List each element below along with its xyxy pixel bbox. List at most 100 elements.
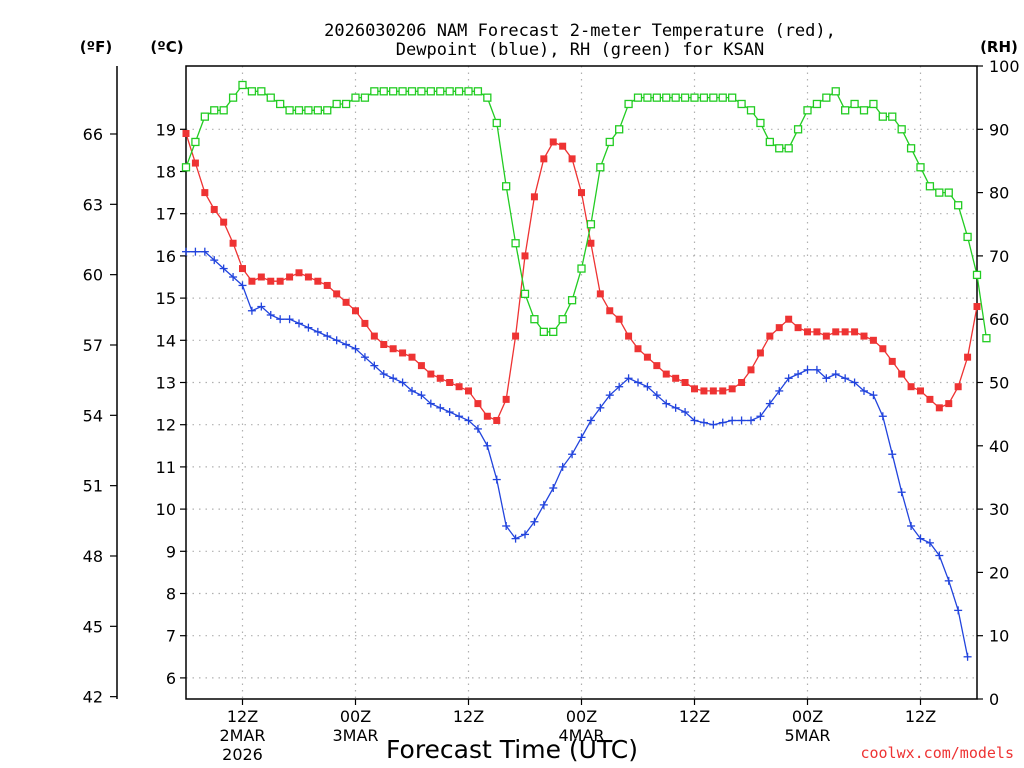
temperature-point bbox=[474, 400, 482, 408]
celsius-tick-label: 19 bbox=[156, 120, 176, 139]
dewpoint-point bbox=[285, 315, 294, 324]
temperature-point bbox=[455, 383, 463, 391]
dewpoint-point bbox=[888, 450, 897, 459]
temperature-point bbox=[625, 332, 633, 340]
rh-point bbox=[765, 137, 774, 147]
temperature-point bbox=[935, 404, 943, 412]
rh-point bbox=[680, 93, 690, 102]
temperature-point bbox=[841, 328, 849, 336]
dewpoint-point bbox=[925, 538, 934, 547]
temperature-point bbox=[436, 374, 444, 382]
temperature-point bbox=[917, 387, 924, 395]
rh-point bbox=[454, 87, 464, 96]
rh-point bbox=[181, 163, 191, 172]
dewpoint-point bbox=[417, 391, 426, 400]
rh-point bbox=[878, 112, 887, 121]
dewpoint-point bbox=[935, 551, 944, 560]
dewpoint-point bbox=[210, 256, 219, 265]
chart-title-line-1: 2026030206 NAM Forecast 2-meter Temperat… bbox=[324, 21, 836, 41]
temperature-point bbox=[304, 273, 312, 281]
dewpoint-point bbox=[690, 416, 699, 425]
temperature-point bbox=[596, 290, 604, 298]
rh-point bbox=[615, 125, 624, 134]
dewpoint-point bbox=[728, 416, 737, 425]
temperature-point bbox=[248, 277, 256, 285]
rh-point bbox=[916, 163, 925, 172]
temperature-point bbox=[766, 332, 774, 340]
rh-point bbox=[511, 239, 520, 248]
time-tick-label: 00Z bbox=[340, 707, 371, 726]
dewpoint-point bbox=[850, 378, 859, 387]
temperature-point bbox=[314, 277, 322, 285]
time-tick-date-label: 3MAR bbox=[332, 726, 378, 745]
temperature-point bbox=[879, 345, 887, 353]
celsius-tick-label: 17 bbox=[156, 205, 176, 224]
celsius-tick-label: 11 bbox=[156, 458, 176, 477]
rh-point bbox=[266, 93, 275, 102]
dewpoint-point bbox=[737, 416, 746, 425]
rh-point bbox=[389, 87, 398, 96]
dewpoint-point bbox=[897, 488, 906, 497]
dewpoint-point bbox=[379, 370, 388, 379]
dewpoint-point bbox=[342, 340, 351, 349]
temperature-point bbox=[333, 290, 341, 298]
temperature-point bbox=[898, 370, 906, 378]
temperature-point bbox=[851, 328, 859, 336]
rh-tick-label: 20 bbox=[989, 563, 1009, 582]
dewpoint-point bbox=[200, 247, 209, 256]
temperature-point bbox=[399, 349, 407, 357]
temperature-series bbox=[182, 130, 981, 424]
temperature-point bbox=[370, 332, 378, 340]
dewpoint-point bbox=[558, 462, 567, 471]
dewpoint-point bbox=[907, 521, 916, 530]
rh-point bbox=[567, 296, 577, 305]
rh-point bbox=[191, 137, 200, 147]
rh-point bbox=[219, 106, 228, 115]
temperature-point bbox=[549, 138, 557, 146]
rh-point bbox=[756, 118, 765, 128]
series-group bbox=[181, 80, 991, 661]
dewpoint-point bbox=[539, 500, 548, 509]
dewpoint-point bbox=[963, 652, 972, 661]
rh-point bbox=[228, 93, 238, 102]
celsius-tick-label: 16 bbox=[156, 247, 176, 266]
rh-point bbox=[775, 144, 784, 153]
dewpoint-point bbox=[332, 336, 341, 345]
dewpoint-point bbox=[586, 416, 595, 425]
celsius-tick-label: 14 bbox=[156, 331, 176, 350]
temperature-point bbox=[352, 307, 359, 315]
rh-point bbox=[888, 112, 897, 121]
celsius-tick-label: 10 bbox=[156, 500, 176, 519]
temperature-point bbox=[860, 332, 868, 340]
fahrenheit-tick-label: 54 bbox=[83, 406, 103, 425]
dewpoint-point bbox=[822, 374, 831, 383]
temperature-point bbox=[794, 324, 802, 332]
temperature-point bbox=[286, 273, 294, 281]
dewpoint-point bbox=[464, 416, 473, 425]
temperature-point bbox=[672, 374, 680, 382]
rh-point bbox=[784, 144, 793, 153]
dewpoint-point bbox=[568, 450, 577, 459]
time-tick-date-label: 5MAR bbox=[784, 726, 830, 745]
rh-point bbox=[285, 106, 294, 115]
dewpoint-point bbox=[765, 399, 774, 408]
temperature-point bbox=[323, 281, 331, 289]
rh-line bbox=[185, 84, 988, 339]
rh-tick-label: 60 bbox=[989, 310, 1009, 329]
temperature-point bbox=[832, 328, 840, 336]
temperature-point bbox=[945, 400, 953, 408]
dewpoint-point bbox=[426, 399, 435, 408]
rh-point bbox=[737, 99, 746, 109]
rh-point bbox=[304, 106, 313, 115]
dewpoint-point bbox=[276, 315, 285, 324]
celsius-tick-label: 12 bbox=[156, 416, 176, 435]
dewpoint-point bbox=[360, 353, 369, 362]
temperature-point bbox=[521, 252, 529, 260]
rh-tick-label: 80 bbox=[989, 184, 1009, 203]
rh-point bbox=[549, 327, 558, 337]
rh-point bbox=[728, 93, 737, 102]
fahrenheit-tick-label: 45 bbox=[83, 617, 103, 636]
dewpoint-point bbox=[812, 365, 821, 374]
